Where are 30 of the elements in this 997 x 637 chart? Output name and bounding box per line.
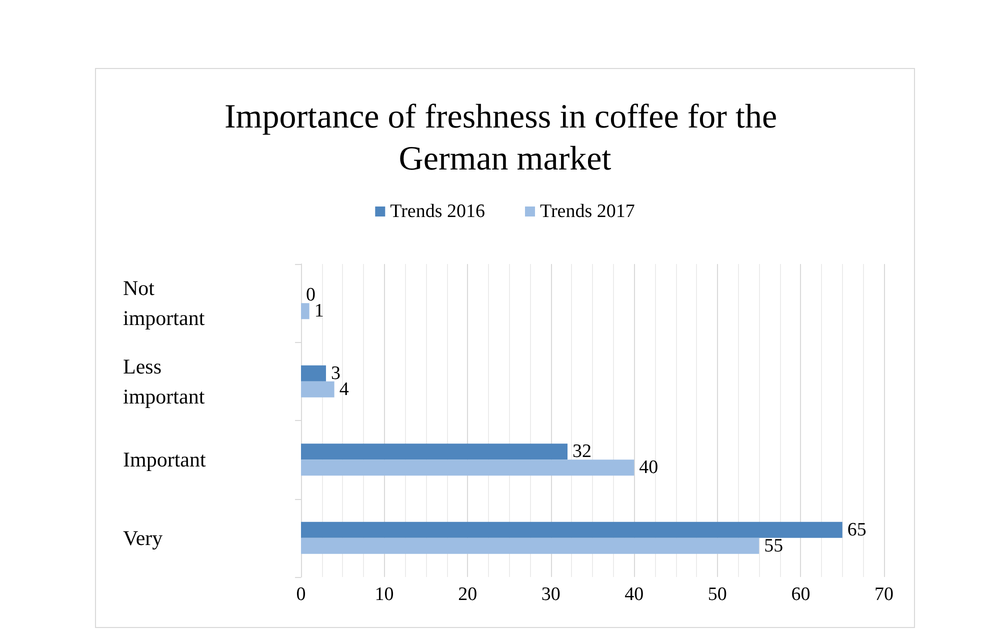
- data-label: 1: [314, 300, 324, 322]
- y-tick-label: Very: [123, 526, 164, 550]
- data-label: 3: [330, 362, 340, 384]
- bar: [301, 365, 326, 382]
- y-tick-label: Important: [123, 448, 206, 472]
- bar: [301, 444, 568, 460]
- bar: [301, 460, 634, 476]
- data-label: 4: [339, 378, 350, 400]
- data-label: 0: [306, 284, 316, 306]
- bar: [301, 538, 760, 554]
- x-tick-label: 70: [874, 584, 894, 605]
- bar: [301, 381, 334, 398]
- x-tick-label: 20: [458, 584, 478, 605]
- data-label: 55: [764, 535, 784, 556]
- x-tick-label: 10: [374, 584, 394, 605]
- x-tick-label: 30: [541, 584, 560, 605]
- legend-label: Trends 2016: [390, 201, 485, 222]
- chart-title: Importance of freshness in coffee for the German market: [224, 98, 786, 178]
- x-tick-label: 50: [708, 584, 727, 605]
- data-label: 40: [639, 457, 658, 478]
- y-tick-label: Not important: [123, 276, 205, 330]
- x-tick-label: 40: [624, 584, 644, 605]
- y-tick-label: Less important: [123, 354, 205, 408]
- bar: [301, 303, 310, 320]
- x-tick-label: 0: [296, 584, 306, 605]
- data-label: 65: [847, 519, 866, 540]
- legend-label: Trends 2017: [540, 201, 635, 222]
- x-tick-label: 60: [791, 584, 810, 605]
- bar: [301, 522, 842, 538]
- data-label: 32: [572, 441, 592, 462]
